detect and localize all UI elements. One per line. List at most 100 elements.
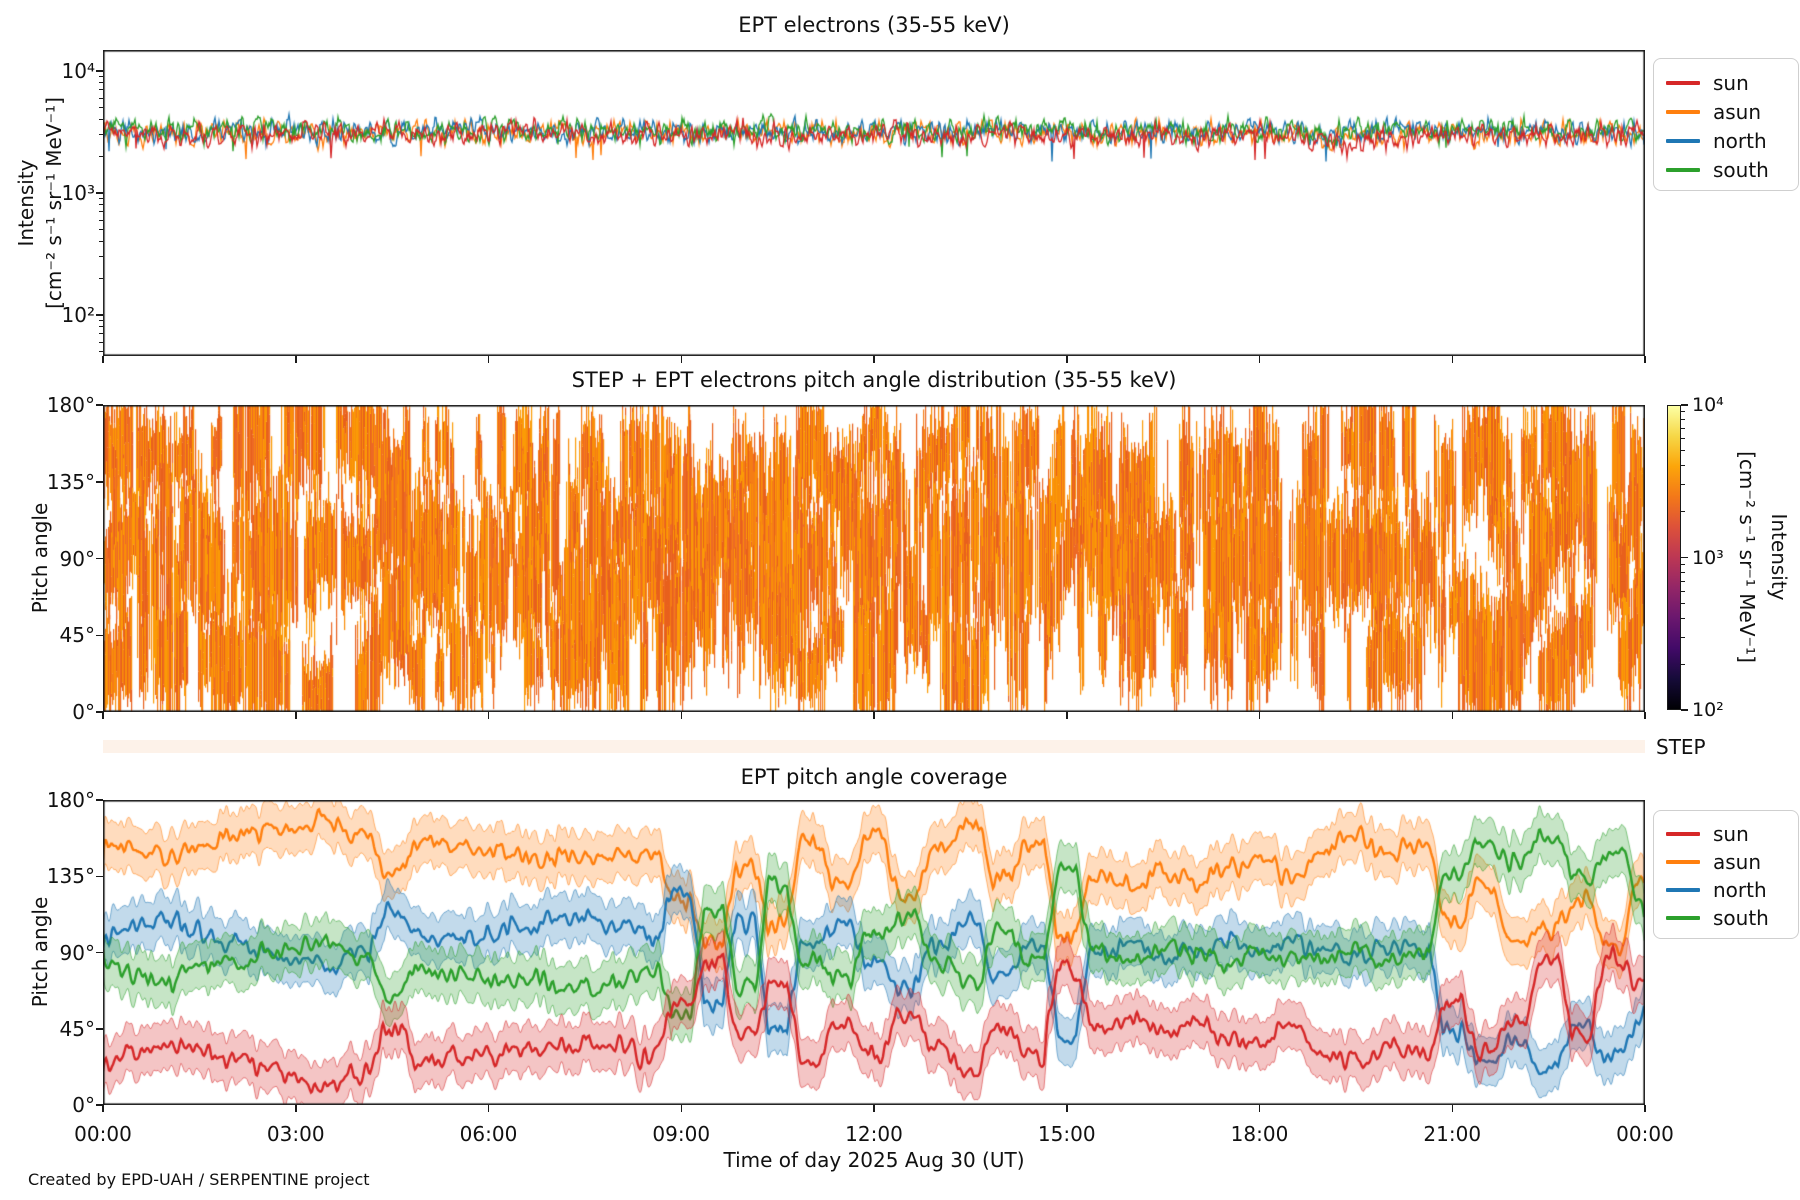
legend-swatch-north <box>1666 888 1700 892</box>
legend-swatch-asun <box>1666 860 1700 864</box>
legend-item-south: south <box>1666 904 1786 932</box>
panel3-y-tick-label: 0° <box>72 1093 95 1117</box>
colorbar-minor-tick <box>1681 465 1685 467</box>
panel3-y-tick-mark <box>96 1028 103 1030</box>
panel3-y-tick-label: 45° <box>59 1016 95 1041</box>
x-tick-mark <box>487 712 490 719</box>
colorbar-minor-tick <box>1681 419 1685 421</box>
panel1-y-minor-tick <box>99 97 103 99</box>
x-tick-label: 21:00 <box>1423 1122 1482 1146</box>
panel1-y-minor-tick <box>99 76 103 78</box>
panel1-title: EPT electrons (35-55 keV) <box>738 13 1010 37</box>
colorbar-minor-tick <box>1681 617 1685 619</box>
colorbar-minor-tick <box>1681 438 1685 440</box>
x-tick-mark <box>102 1105 104 1112</box>
x-tick-mark <box>487 356 490 363</box>
x-tick-mark <box>1644 712 1646 719</box>
legend-item-asun: asun <box>1666 97 1786 126</box>
x-tick-label: 00:00 <box>1616 1122 1674 1146</box>
pitch-angle-distribution-heatmap <box>103 405 1645 712</box>
panel1-y-minor-tick <box>99 277 103 279</box>
legend-label-sun: sun <box>1713 822 1749 846</box>
colorbar-minor-tick <box>1681 571 1685 573</box>
legend-swatch-asun <box>1666 109 1700 114</box>
panel3-y-tick-mark <box>96 875 103 877</box>
x-tick-label: 18:00 <box>1230 1122 1289 1146</box>
panel1-y-minor-tick <box>99 320 103 322</box>
colorbar-label-units: [cm⁻² s⁻¹ sr⁻¹ MeV⁻¹] <box>1735 451 1759 663</box>
credit-footer: Created by EPD-UAH / SERPENTINE project <box>28 1170 370 1189</box>
x-tick-mark <box>487 1105 490 1112</box>
colorbar <box>1667 405 1681 710</box>
x-tick-mark <box>873 1105 875 1112</box>
panel1-y-minor-tick <box>99 89 103 91</box>
x-tick-mark <box>1258 1105 1261 1112</box>
x-tick-mark <box>295 712 297 719</box>
colorbar-minor-tick <box>1681 602 1685 604</box>
panel1-legend: sun asun north south <box>1653 58 1799 191</box>
x-tick-mark <box>1451 356 1453 363</box>
colorbar-minor-tick <box>1681 563 1685 565</box>
colorbar-minor-tick <box>1681 511 1685 513</box>
panel3-y-tick-label: 180° <box>46 788 95 812</box>
panel2-y-tick-label: 90° <box>59 546 95 571</box>
colorbar-minor-tick <box>1681 411 1685 413</box>
panel2-title: STEP + EPT electrons pitch angle distrib… <box>571 368 1177 392</box>
x-tick-mark <box>680 356 682 363</box>
panel1-y-tick-mark <box>96 70 103 72</box>
panel1-ylabel-intensity: Intensity <box>14 159 38 247</box>
colorbar-minor-tick <box>1681 484 1685 486</box>
panel2-y-tick-label: 0° <box>72 700 95 724</box>
legend-item-north: north <box>1666 876 1786 904</box>
x-tick-mark <box>295 1105 297 1112</box>
legend-swatch-north <box>1666 138 1700 143</box>
legend-label-north: north <box>1713 878 1767 902</box>
panel2-y-tick-label: 45° <box>59 623 95 648</box>
legend-label-south: south <box>1713 906 1769 930</box>
x-tick-mark <box>873 712 875 719</box>
colorbar-tick-mark <box>1681 709 1688 711</box>
panel1-y-minor-tick <box>99 155 103 157</box>
legend-label-north: north <box>1713 128 1767 153</box>
x-tick-mark <box>102 712 104 719</box>
colorbar-label-intensity: Intensity <box>1767 513 1791 601</box>
x-tick-mark <box>102 356 104 363</box>
panel1-y-minor-tick <box>99 229 103 231</box>
legend-label-sun: sun <box>1713 70 1749 95</box>
panel2-y-tick-label: 180° <box>46 393 95 417</box>
panel1-y-tick-label: 10⁴ <box>61 59 95 83</box>
colorbar-minor-tick <box>1681 636 1685 638</box>
legend-item-south: south <box>1666 155 1786 184</box>
panel3-legend: sun asun north south <box>1653 810 1799 939</box>
panel1-y-tick-mark <box>96 192 103 194</box>
legend-item-north: north <box>1666 126 1786 155</box>
panel1-y-minor-tick <box>99 119 103 121</box>
panel1-y-minor-tick <box>99 107 103 109</box>
panel2-y-tick-mark <box>96 711 103 713</box>
x-tick-label: 03:00 <box>266 1122 325 1146</box>
x-tick-mark <box>1258 356 1261 363</box>
x-tick-mark <box>1451 1105 1453 1112</box>
x-tick-mark <box>1644 1105 1646 1112</box>
legend-item-sun: sun <box>1666 68 1786 97</box>
panel1-y-minor-tick <box>99 82 103 84</box>
colorbar-tick-mark <box>1681 404 1688 406</box>
legend-label-asun: asun <box>1713 99 1762 124</box>
colorbar-minor-tick <box>1681 428 1685 430</box>
x-tick-mark <box>1258 712 1261 719</box>
ept-electrons-plot <box>103 50 1645 356</box>
panel1-y-minor-tick <box>99 256 103 258</box>
x-tick-mark <box>1644 356 1646 363</box>
colorbar-minor-tick <box>1681 450 1685 452</box>
panel1-y-minor-tick <box>99 341 103 343</box>
panel1-y-minor-tick <box>99 134 103 136</box>
legend-swatch-south <box>1666 916 1700 920</box>
step-coverage-strip <box>103 740 1645 753</box>
x-tick-mark <box>1066 356 1068 363</box>
legend-item-asun: asun <box>1666 848 1786 876</box>
panel3-y-tick-mark <box>96 1104 103 1106</box>
x-axis-label: Time of day 2025 Aug 30 (UT) <box>723 1148 1025 1172</box>
colorbar-tick-mark <box>1681 556 1688 559</box>
legend-swatch-south <box>1666 167 1700 172</box>
